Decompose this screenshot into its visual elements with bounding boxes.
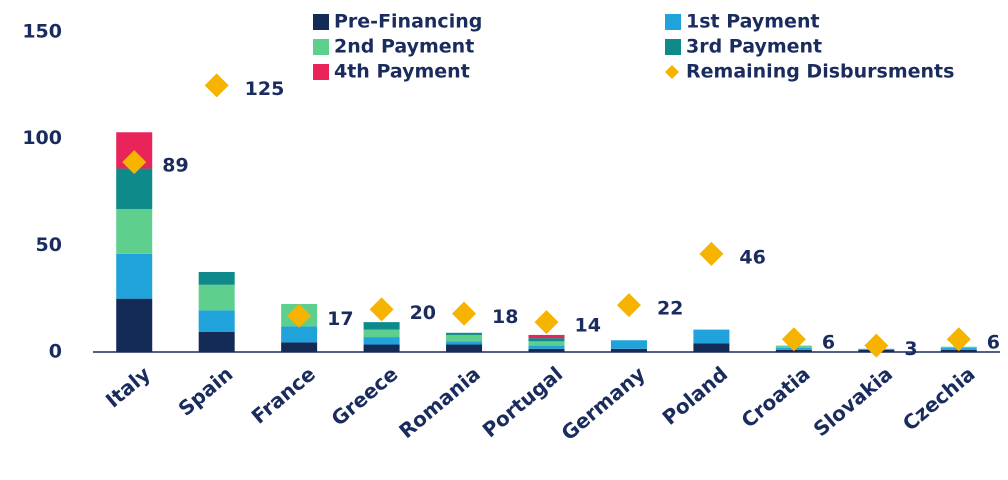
diamond-marker <box>122 150 147 175</box>
legend-swatch <box>313 64 329 80</box>
x-tick-label: Italy <box>101 362 155 413</box>
bar-segment <box>281 326 318 343</box>
bar-segment <box>198 331 235 352</box>
bar-segment <box>528 334 565 339</box>
x-tick-label: Germany <box>557 362 650 446</box>
diamond-marker <box>616 293 641 318</box>
x-tick-label: Czechia <box>898 362 980 436</box>
legend-swatch <box>313 14 329 30</box>
bar-segment <box>693 329 730 344</box>
y-tick-label: 50 <box>36 234 62 256</box>
bar-segment <box>610 340 647 349</box>
bar-segment <box>116 168 153 210</box>
legend-marker <box>665 65 679 79</box>
y-tick-label: 100 <box>22 127 62 149</box>
bar-segment <box>446 332 483 335</box>
bar-segment <box>528 345 565 349</box>
bar-segment <box>528 348 565 352</box>
bar-segment <box>116 253 153 299</box>
x-tick-label: Poland <box>658 362 733 430</box>
bar-segment <box>528 341 565 346</box>
bar-segment <box>116 209 153 254</box>
value-label: 22 <box>657 298 683 320</box>
bar-segment <box>446 334 483 342</box>
legend-label: 3rd Payment <box>686 36 822 58</box>
legend-swatch <box>665 14 681 30</box>
value-label: 17 <box>327 308 353 330</box>
value-label: 6 <box>822 332 835 354</box>
value-label: 20 <box>410 302 436 324</box>
bar-segment <box>363 337 400 345</box>
legend-label: 4th Payment <box>334 61 470 83</box>
y-tick-label: 150 <box>22 21 62 43</box>
legend-swatch <box>665 39 681 55</box>
legend-label: Remaining Disbursments <box>686 61 954 83</box>
legend-label: 2nd Payment <box>334 36 474 58</box>
bar-segment <box>446 341 483 345</box>
legend-swatch <box>313 39 329 55</box>
x-tick-label: Slovakia <box>809 362 897 442</box>
bar-segment <box>693 343 730 352</box>
diamond-marker <box>287 303 312 328</box>
diamond-marker <box>781 327 806 352</box>
bar-segment <box>610 348 647 352</box>
bar-segment <box>363 322 400 330</box>
bar-segment <box>363 329 400 338</box>
legend-label: Pre-Financing <box>334 11 482 33</box>
bar-segment <box>446 344 483 352</box>
diamond-marker <box>699 241 724 266</box>
value-label: 125 <box>245 78 285 100</box>
value-label: 18 <box>492 306 518 328</box>
bar-segment <box>116 298 153 352</box>
bar-segment <box>198 284 235 311</box>
y-tick-label: 0 <box>49 341 62 363</box>
x-tick-label: Romania <box>394 362 485 443</box>
value-label: 6 <box>987 332 1000 354</box>
diamond-marker <box>369 297 394 322</box>
value-label: 89 <box>162 155 188 177</box>
diamond-marker <box>946 327 971 352</box>
bar-segment <box>363 344 400 352</box>
diamond-marker <box>534 310 559 335</box>
x-tick-label: Greece <box>327 362 403 431</box>
diamond-marker <box>864 333 889 358</box>
value-label: 3 <box>904 338 917 360</box>
bar-segment <box>198 272 235 285</box>
bar-segment <box>198 310 235 332</box>
x-tick-label: Croatia <box>737 362 815 433</box>
legend-label: 1st Payment <box>686 11 820 33</box>
diamond-marker <box>204 73 229 98</box>
value-label: 46 <box>739 246 765 268</box>
bar-segment <box>528 338 565 342</box>
x-tick-label: Portugal <box>478 362 568 443</box>
x-tick-label: France <box>247 362 320 429</box>
x-tick-label: Spain <box>174 362 238 421</box>
diamond-marker <box>452 301 477 326</box>
value-label: 14 <box>575 315 601 337</box>
bar-segment <box>281 342 318 352</box>
